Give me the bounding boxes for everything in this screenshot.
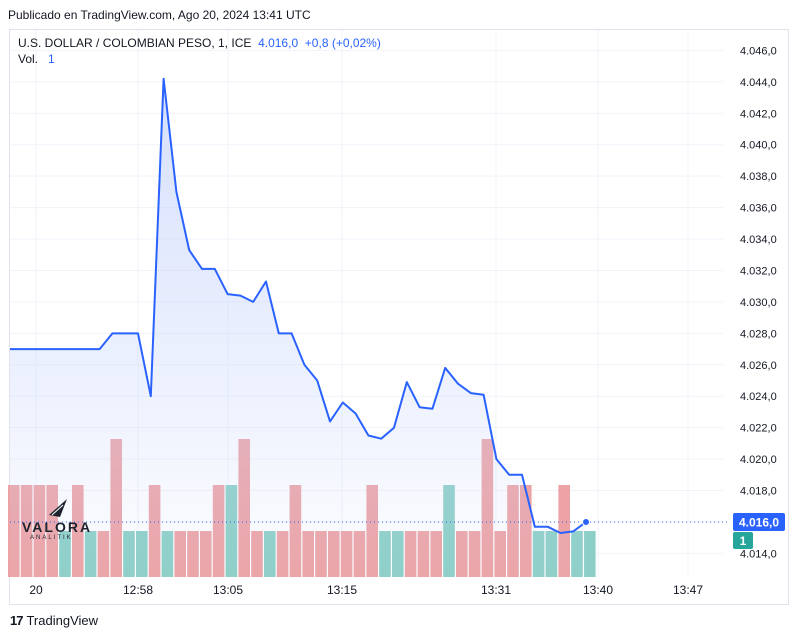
volume-bar xyxy=(584,531,596,577)
y-tick-label: 4.042,0 xyxy=(740,108,777,120)
x-tick-label: 13:15 xyxy=(327,583,357,597)
y-tick-label: 4.018,0 xyxy=(740,486,777,498)
volume-bar xyxy=(558,485,570,577)
watermark-name: VALORA xyxy=(22,519,93,535)
y-tick-label: 4.014,0 xyxy=(740,548,777,560)
volume-tag-label: 1 xyxy=(740,534,747,548)
y-tick-label: 4.038,0 xyxy=(740,171,777,183)
last-price-dot xyxy=(582,517,590,526)
y-tick-label: 4.030,0 xyxy=(740,297,777,309)
footer-brand[interactable]: 17 TradingView xyxy=(10,613,98,628)
y-tick-label: 4.024,0 xyxy=(740,391,777,403)
valora-logo-icon xyxy=(49,499,67,517)
y-tick-label: 4.026,0 xyxy=(740,360,777,372)
x-tick-label: 13:05 xyxy=(213,583,243,597)
y-tick-label: 4.044,0 xyxy=(740,77,777,89)
price-tag xyxy=(733,512,785,531)
x-tick-label: 20 xyxy=(29,583,43,597)
volume-label: Vol. xyxy=(18,52,39,66)
y-tick-label: 4.022,0 xyxy=(740,423,777,435)
y-tick-label: 4.028,0 xyxy=(740,328,777,340)
volume-tag xyxy=(733,531,753,549)
footer-brand-name: TradingView xyxy=(26,613,99,628)
watermark-sub: ANALITIK xyxy=(30,535,73,541)
x-tick-label: 13:47 xyxy=(673,583,703,597)
publish-info: Publicado en TradingView.com, Ago 20, 20… xyxy=(8,8,311,22)
price-tag-label: 4.016,0 xyxy=(739,515,779,529)
symbol-legend: U.S. DOLLAR / COLOMBIAN PESO, 1, ICE 4.0… xyxy=(18,35,381,52)
tradingview-logo-icon: 17 xyxy=(10,613,24,628)
price-area xyxy=(10,78,586,577)
y-tick-label: 4.036,0 xyxy=(740,203,777,215)
y-tick-label: 4.046,0 xyxy=(740,45,777,57)
x-tick-label: 13:40 xyxy=(583,583,613,597)
valora-watermark: VALORA ANALITIK xyxy=(22,497,102,547)
y-tick-label: 4.040,0 xyxy=(740,140,777,152)
y-tick-label: 4.020,0 xyxy=(740,454,777,466)
volume-legend: Vol. 1 xyxy=(18,52,55,66)
x-tick-label: 12:58 xyxy=(123,583,153,597)
last-price: 4.016,0 xyxy=(258,36,299,50)
price-change: +0,8 (+0,02%) xyxy=(304,36,381,50)
price-line xyxy=(10,77,587,534)
y-tick-label: 4.032,0 xyxy=(740,265,777,277)
x-tick-label: 13:31 xyxy=(481,583,511,597)
volume-value: 1 xyxy=(48,52,55,66)
chart-frame xyxy=(9,29,789,605)
y-tick-label: 4.034,0 xyxy=(740,234,777,246)
symbol-title: U.S. DOLLAR / COLOMBIAN PESO, 1, ICE xyxy=(18,36,252,50)
